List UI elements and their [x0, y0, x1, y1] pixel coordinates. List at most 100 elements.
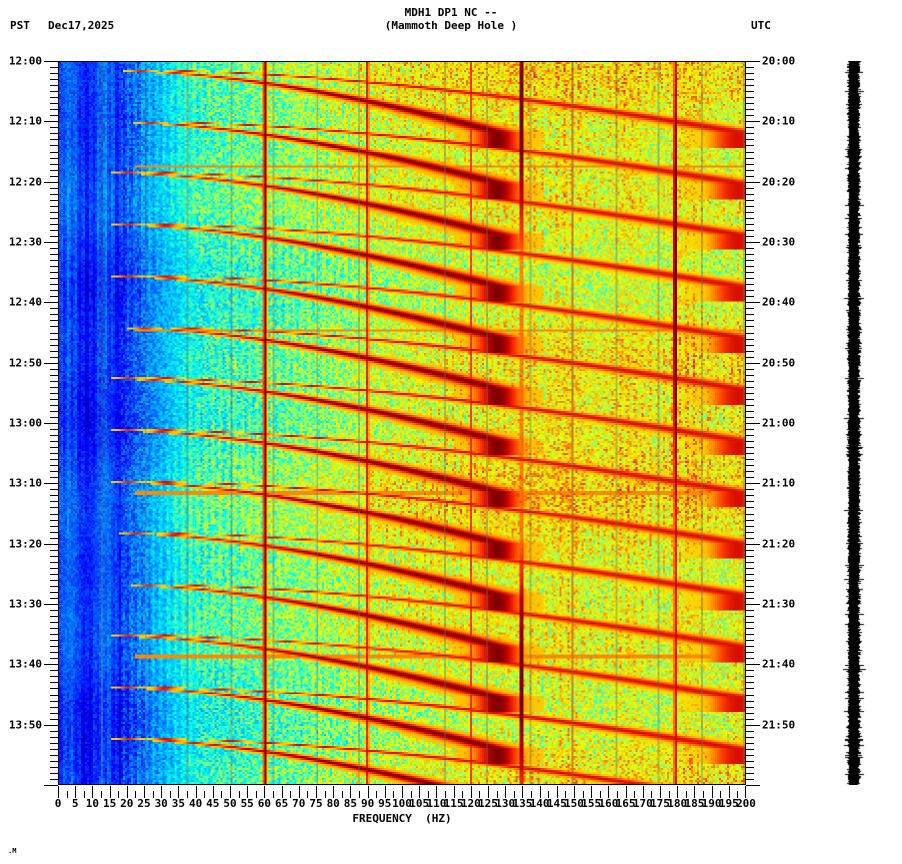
y-axis-right-labels: 20:00 20:10 20:20 20:30 20:40 20:50 21:00 21:10…	[762, 56, 822, 785]
y-axis-minor-tick	[746, 537, 754, 539]
y-axis-minor-tick	[50, 471, 58, 473]
x-axis-tick-label: 130	[495, 797, 516, 810]
y-axis-minor-tick	[746, 296, 754, 298]
x-axis-major-tick	[505, 786, 507, 798]
page-title: MDH1 DP1 NC --	[404, 6, 498, 19]
y-axis-minor-tick	[50, 350, 58, 352]
y-axis-minor-tick	[746, 79, 754, 81]
y-axis-minor-tick	[746, 435, 754, 437]
y-axis-minor-tick	[746, 591, 754, 593]
y-axis-minor-tick	[746, 91, 754, 93]
x-axis-major-tick	[75, 786, 77, 798]
y-axis-minor-tick	[50, 706, 58, 708]
x-axis-tick-label: 60	[257, 797, 272, 810]
y-axis-minor-tick	[746, 694, 754, 696]
y-axis-minor-tick	[746, 163, 754, 165]
x-axis-major-tick	[642, 786, 644, 798]
x-axis-tick-label: 50	[223, 797, 237, 810]
y-axis-tick-label: 20:10	[762, 114, 796, 128]
y-axis-minor-tick	[50, 368, 58, 370]
x-axis-major-tick	[402, 786, 403, 798]
y-axis-minor-tick	[746, 109, 754, 111]
x-axis-major-tick	[677, 786, 679, 798]
date-label: Dec17,2025	[48, 19, 115, 32]
y-axis-minor-tick	[50, 248, 58, 250]
y-axis-minor-tick	[746, 616, 754, 618]
y-axis-minor-tick	[50, 525, 58, 527]
y-axis-minor-tick	[746, 266, 754, 268]
x-axis-tick-label: 20	[120, 797, 134, 810]
y-axis-minor-tick	[746, 730, 754, 732]
x-axis-minor-tick	[255, 791, 257, 798]
y-axis-minor-tick	[50, 308, 58, 310]
x-axis-minor-tick	[634, 791, 636, 798]
y-axis-major-tick	[44, 362, 58, 364]
x-axis-tick-label: 145	[546, 797, 567, 810]
y-axis-minor-tick	[746, 85, 754, 87]
x-axis-major-tick	[539, 786, 541, 798]
y-axis-minor-tick	[746, 477, 754, 479]
y-axis-tick-label: 21:50	[762, 718, 796, 732]
y-axis-minor-tick	[50, 392, 58, 394]
timezone-label-right: UTC	[751, 19, 771, 32]
x-axis-major-tick	[591, 786, 593, 798]
x-axis-tick-label: 200	[736, 797, 756, 810]
y-axis-minor-tick	[50, 567, 58, 569]
x-axis-minor-tick	[118, 791, 120, 798]
y-axis-tick-label: 12:00	[8, 54, 42, 68]
y-axis-minor-tick	[746, 392, 754, 394]
y-axis-minor-tick	[746, 700, 754, 702]
y-axis-minor-tick	[746, 133, 754, 135]
y-axis-minor-tick	[50, 266, 58, 268]
y-axis-minor-tick	[50, 326, 58, 328]
y-axis-minor-tick	[746, 229, 754, 231]
y-axis-minor-tick	[50, 386, 58, 388]
x-axis-major-tick	[488, 786, 489, 798]
y-axis-major-tick	[746, 362, 760, 364]
x-axis-major-tick	[333, 786, 335, 798]
y-axis-minor-tick	[746, 410, 754, 412]
x-axis-minor-tick	[496, 791, 498, 798]
y-axis-minor-tick	[746, 115, 754, 117]
y-axis-minor-tick	[746, 507, 754, 509]
y-axis-minor-tick	[50, 634, 58, 636]
x-axis-tick-label: 180	[667, 797, 688, 810]
y-axis-minor-tick	[746, 736, 754, 738]
y-axis-tick-label: 12:30	[8, 235, 42, 249]
x-axis-tick-label: 140	[529, 797, 550, 810]
x-axis-major-tick	[264, 786, 266, 798]
y-axis-minor-tick	[746, 597, 754, 599]
y-axis-minor-tick	[746, 646, 754, 648]
y-axis-major-tick	[746, 543, 760, 545]
x-axis-tick-label: 100	[392, 797, 412, 810]
y-axis-minor-tick	[50, 109, 58, 111]
x-axis-minor-tick	[204, 791, 206, 798]
y-axis-minor-tick	[746, 272, 754, 274]
x-axis-tick-label: 0	[54, 797, 62, 810]
y-axis-minor-tick	[50, 338, 58, 340]
y-axis-minor-tick	[50, 712, 58, 714]
x-axis-minor-tick	[479, 791, 481, 798]
y-axis-major-tick	[746, 664, 760, 666]
y-axis-minor-tick	[746, 175, 754, 177]
y-axis-minor-tick	[746, 447, 754, 449]
y-axis-minor-tick	[746, 103, 754, 105]
x-axis-major-tick	[350, 786, 352, 798]
y-axis-minor-tick	[50, 290, 58, 292]
y-axis-minor-tick	[50, 585, 58, 587]
y-axis-minor-tick	[746, 350, 754, 352]
x-axis-major-tick	[281, 786, 283, 798]
x-axis-major-tick	[161, 786, 163, 798]
x-axis-minor-tick	[359, 791, 360, 798]
y-axis-minor-tick	[50, 766, 58, 768]
y-axis-minor-tick	[746, 356, 754, 358]
x-axis-major-tick	[711, 786, 713, 798]
y-axis-minor-tick	[50, 616, 58, 618]
y-axis-minor-tick	[746, 682, 754, 684]
y-axis-minor-tick	[50, 151, 58, 153]
y-axis-minor-tick	[50, 676, 58, 678]
x-axis-minor-tick	[617, 791, 618, 798]
y-axis-tick-label: 20:00	[762, 54, 796, 68]
y-axis-minor-tick	[50, 519, 58, 521]
x-axis-tick-label: 55	[240, 797, 254, 810]
